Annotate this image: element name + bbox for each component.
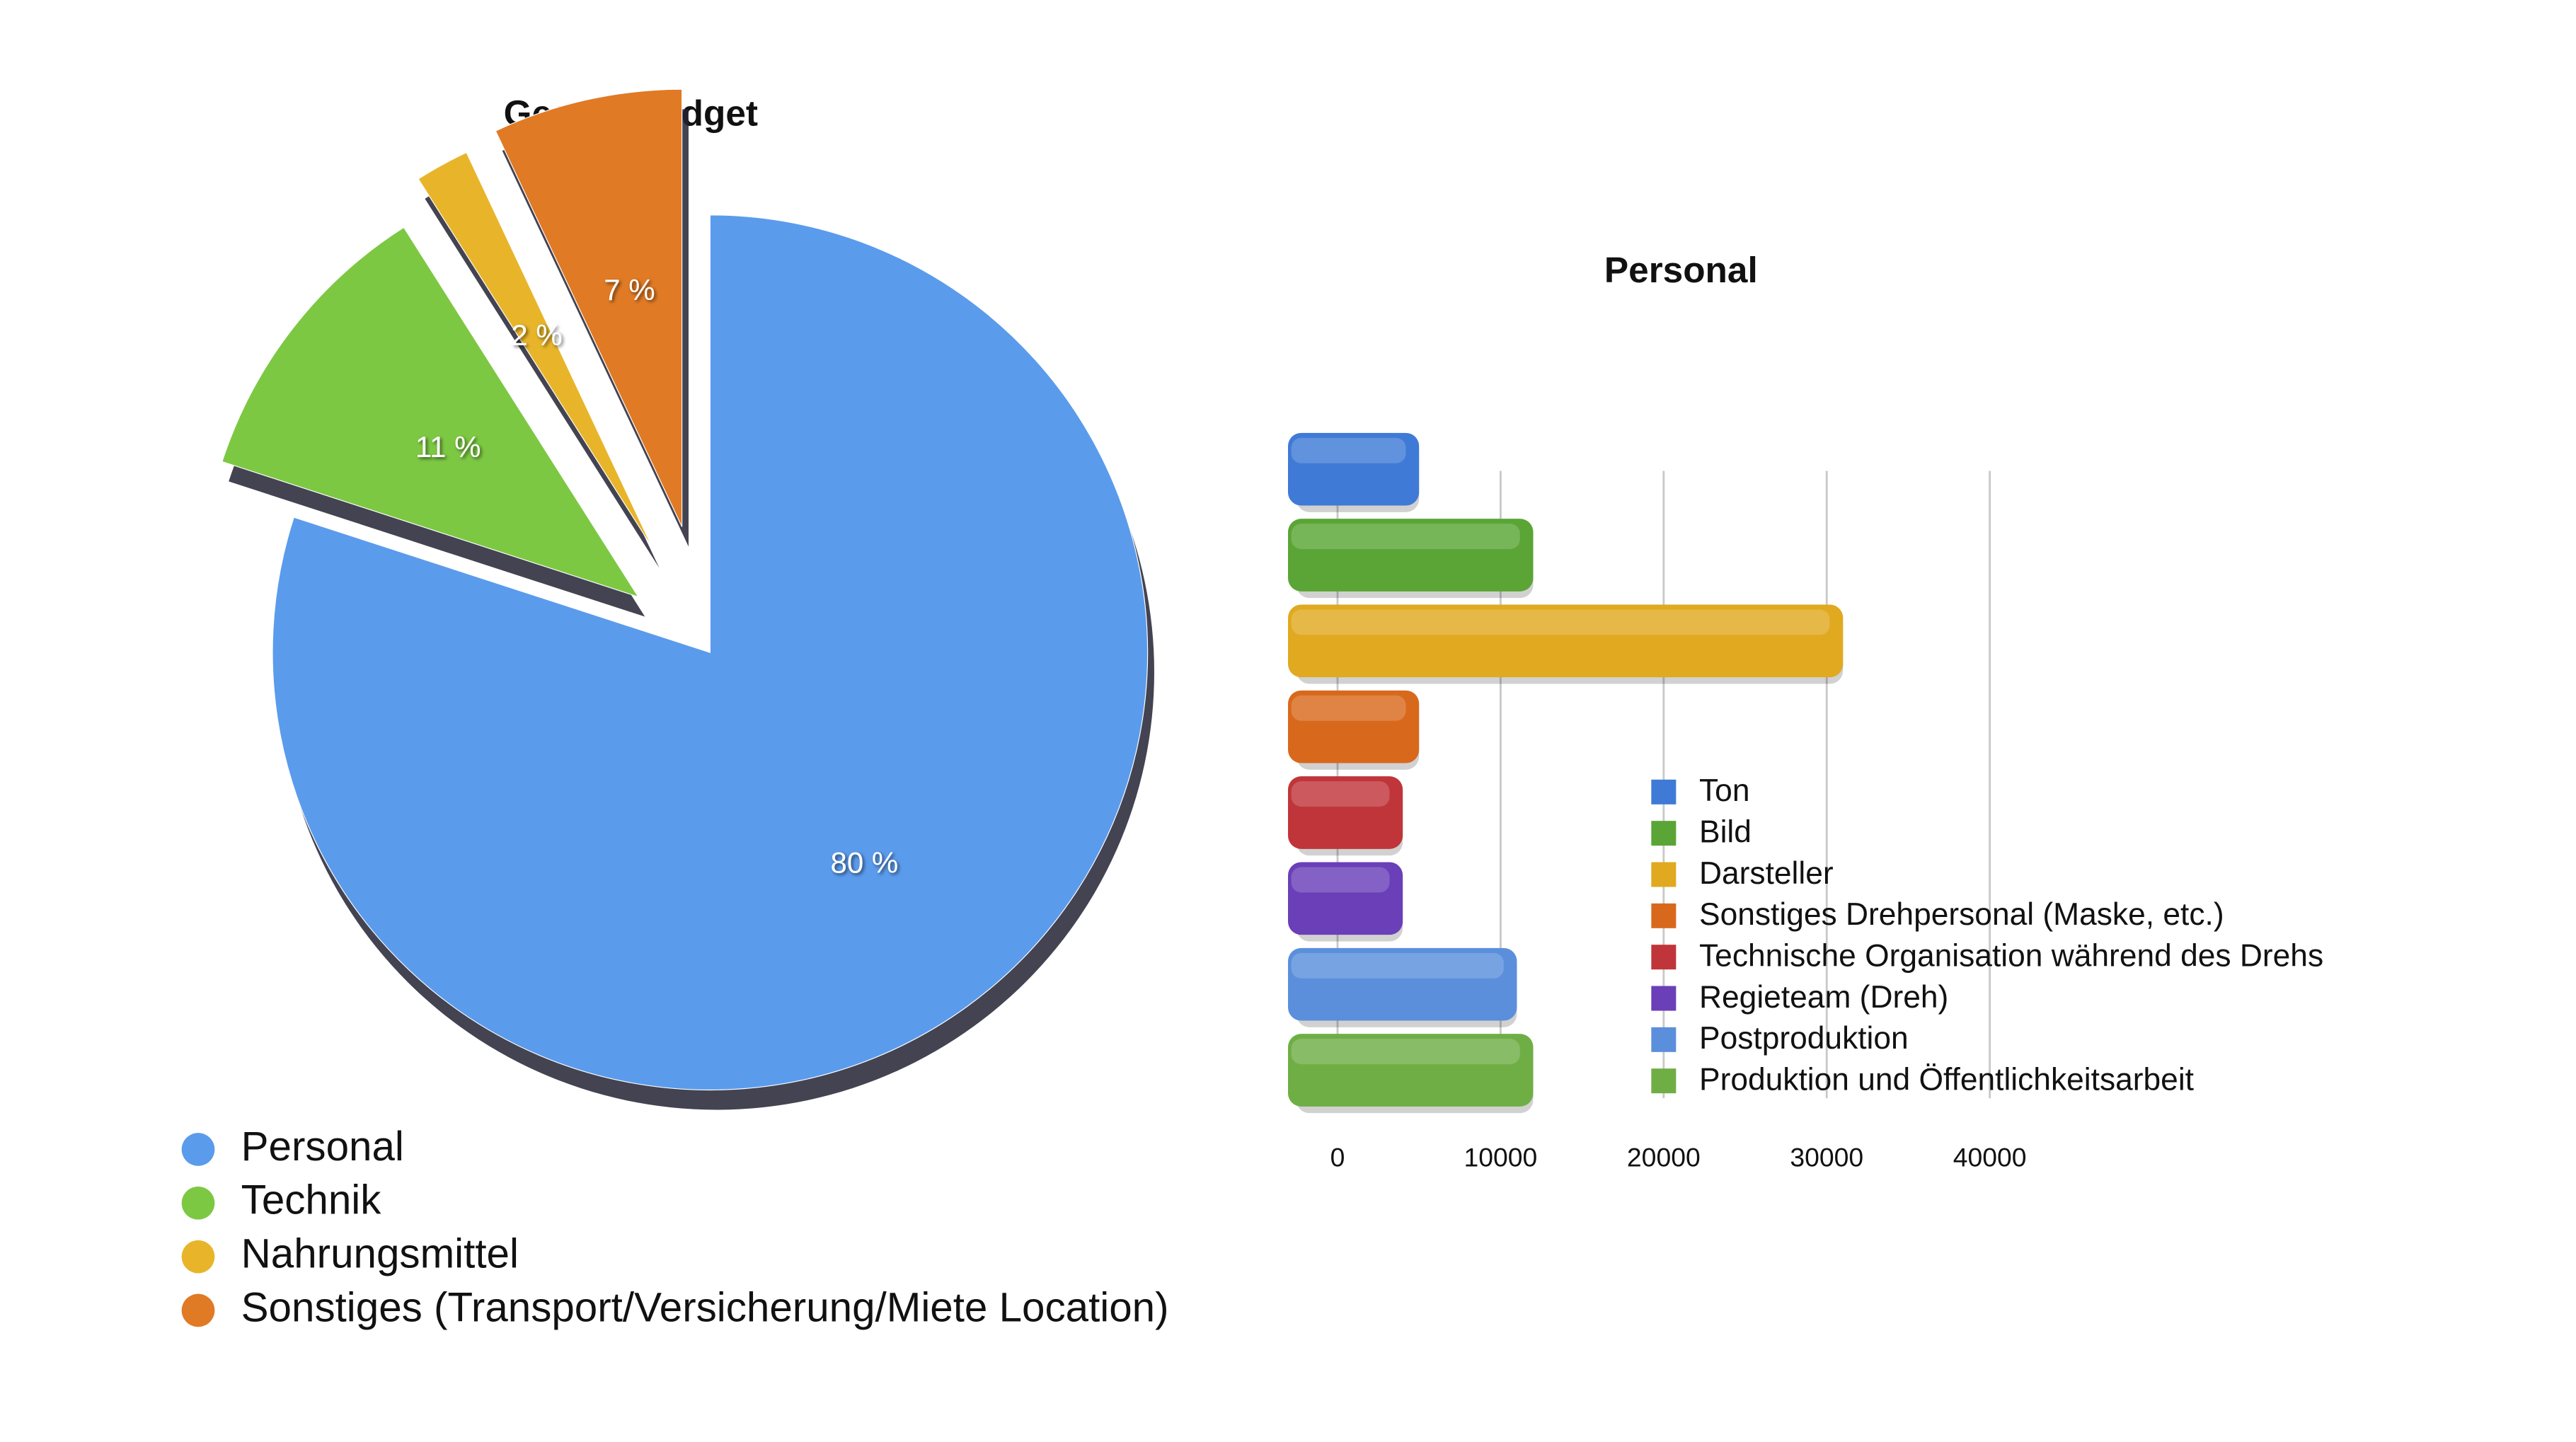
bar-highlight [1291, 609, 1830, 635]
legend-label: Produktion und Öffentlichkeitsarbeit [1699, 1063, 2194, 1097]
bar-highlight [1291, 524, 1520, 550]
legend-label: Postproduktion [1699, 1021, 1909, 1056]
bar-highlight [1291, 867, 1390, 893]
bar [1288, 1034, 1534, 1107]
bar [1288, 519, 1534, 592]
x-tick-label: 20000 [1627, 1142, 1701, 1172]
legend-label: Bild [1699, 815, 1752, 850]
legend-label: Technik [241, 1177, 382, 1223]
legend-swatch [1651, 1027, 1677, 1052]
legend-swatch [1651, 945, 1677, 970]
legend-swatch [181, 1240, 215, 1274]
x-tick-label: 30000 [1790, 1142, 1863, 1172]
data-label: 7 % [604, 273, 655, 306]
pie-slice [272, 214, 1149, 1091]
bar [1288, 862, 1403, 935]
pie-slice [222, 226, 640, 598]
legend-label: Sonstiges (Transport/Versicherung/Miete … [241, 1284, 1169, 1330]
x-tick-label: 40000 [1953, 1142, 2027, 1172]
legend-swatch [181, 1187, 215, 1220]
legend-label: Sonstiges Drehpersonal (Maske, etc.) [1699, 897, 2224, 932]
pie-slice [418, 151, 653, 549]
legend-swatch [181, 1293, 215, 1327]
legend-label: Technische Organisation während des Dreh… [1699, 939, 2323, 974]
bar-title: Personal [1604, 250, 1758, 290]
legend-swatch [1651, 821, 1677, 846]
legend-label: Personal [241, 1124, 404, 1170]
bar-highlight [1291, 437, 1406, 463]
bar-highlight [1291, 781, 1390, 807]
bar [1288, 690, 1420, 763]
data-label: 2 % [511, 318, 562, 352]
legend-label: Ton [1699, 773, 1749, 808]
bar-highlight [1291, 952, 1504, 979]
legend-swatch [181, 1133, 215, 1166]
bar [1288, 432, 1420, 506]
pie-slice [495, 88, 683, 527]
legend-label: Regieteam (Dreh) [1699, 980, 1948, 1015]
bar [1288, 604, 1844, 678]
legend-label: Nahrungsmittel [241, 1231, 519, 1277]
bar-highlight [1291, 1039, 1520, 1065]
legend-swatch [1651, 862, 1677, 887]
legend-swatch [1651, 1068, 1677, 1094]
legend-swatch [1651, 779, 1677, 804]
data-label: 80 % [831, 846, 899, 879]
x-tick-label: 10000 [1464, 1142, 1538, 1172]
bar-highlight [1291, 695, 1406, 721]
bar [1288, 776, 1403, 849]
legend-swatch [1651, 986, 1677, 1011]
x-tick-label: 0 [1330, 1142, 1345, 1172]
legend-label: Darsteller [1699, 856, 1834, 891]
legend-swatch [1651, 903, 1677, 928]
data-label: 11 % [415, 430, 481, 463]
bar [1288, 947, 1517, 1021]
